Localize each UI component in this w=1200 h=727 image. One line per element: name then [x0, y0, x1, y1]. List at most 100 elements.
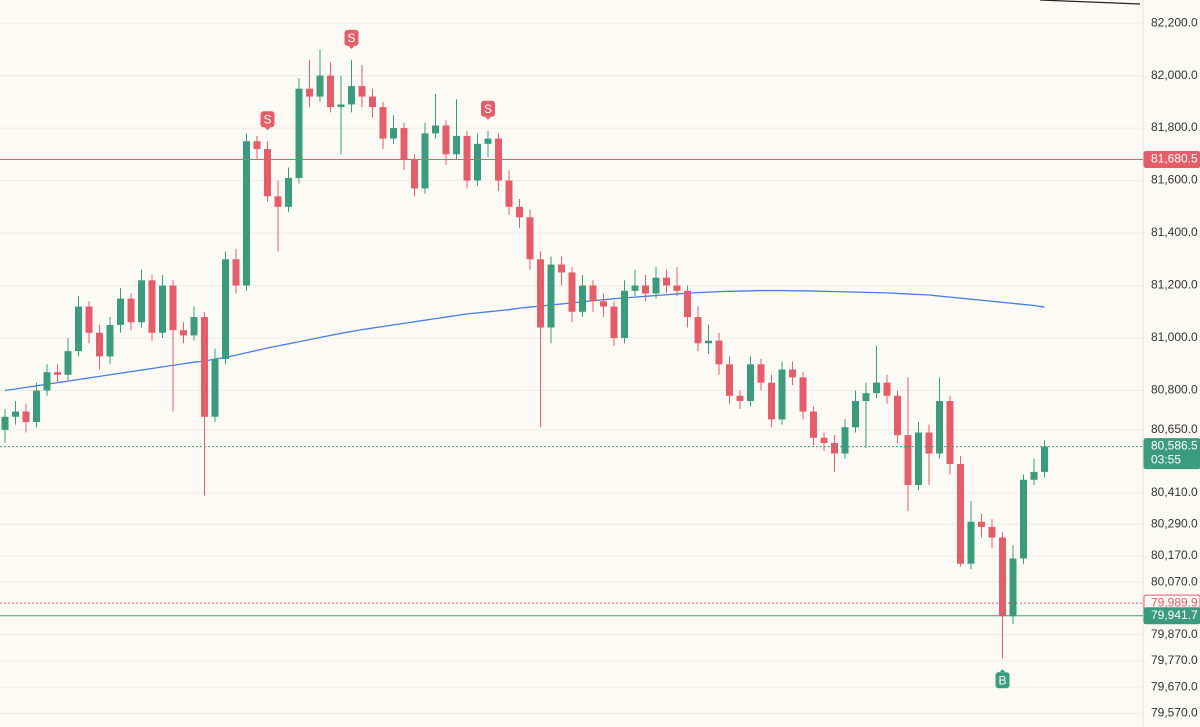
y-tick-label: 80,800.0: [1151, 383, 1198, 397]
y-tick-label: 82,200.0: [1151, 15, 1198, 29]
price-label-box: [1143, 150, 1200, 168]
candle-body: [264, 149, 271, 197]
candle-body: [925, 432, 933, 454]
candle-body: [558, 264, 565, 273]
candle-body: [463, 135, 471, 181]
candle-body: [862, 393, 870, 402]
y-tick-label: 80,290.0: [1151, 517, 1198, 531]
signal-pointer: [999, 669, 1006, 673]
candle-body: [904, 435, 912, 486]
candle-body: [988, 527, 996, 538]
y-tick-label: 80,070.0: [1151, 574, 1198, 588]
candle-body: [148, 280, 156, 333]
candle-body: [705, 340, 712, 344]
candle-body: [894, 395, 901, 436]
candle-body: [453, 135, 460, 155]
candle-body: [358, 86, 366, 97]
y-tick-label: 79,570.0: [1151, 706, 1198, 720]
y-tick-label: 79,670.0: [1151, 679, 1198, 693]
candle-body: [390, 128, 397, 139]
candle-body: [768, 382, 775, 420]
candle-body: [516, 206, 523, 218]
signal-badge: [995, 672, 1010, 689]
candle-body: [873, 382, 880, 394]
signal-label: S: [263, 112, 271, 126]
signal-pointer: [348, 45, 355, 49]
price-label-box: [1143, 607, 1200, 625]
candle-body: [810, 411, 817, 438]
y-tick-label: 79,770.0: [1151, 653, 1198, 667]
candle-body: [106, 324, 114, 357]
candle-body: [883, 382, 891, 396]
signal-badge: [260, 111, 275, 128]
drawing-line: [1039, 0, 1141, 5]
candle-body: [673, 285, 681, 291]
y-tick-label: 81,000.0: [1151, 330, 1198, 344]
candle-body: [1009, 558, 1017, 617]
candle-body: [736, 395, 744, 402]
candle-body: [957, 464, 964, 564]
price-label: 81,680.5: [1151, 152, 1198, 166]
y-tick-label: 79,870.0: [1151, 627, 1198, 641]
candle-body: [306, 88, 313, 97]
candle-body: [75, 306, 82, 352]
candle-body: [64, 351, 72, 375]
candle-body: [789, 369, 796, 378]
candle-body: [694, 317, 702, 344]
signal-label: S: [484, 102, 492, 116]
candle-body: [505, 180, 513, 207]
price-label-box: [1143, 438, 1200, 470]
candle-body: [1020, 479, 1027, 559]
candle-body: [54, 372, 61, 375]
candle-body: [1, 416, 9, 430]
candle-body: [295, 88, 303, 178]
candle-body: [127, 298, 135, 323]
candle-body: [547, 264, 555, 328]
candle-body: [159, 285, 166, 333]
price-countdown: 03:55: [1151, 453, 1181, 467]
price-label: 79,941.7: [1151, 608, 1198, 622]
candle-body: [96, 332, 103, 357]
candle-body: [579, 285, 586, 312]
candle-body: [400, 128, 408, 160]
candle-body: [967, 521, 975, 564]
y-tick-label: 80,410.0: [1151, 485, 1198, 499]
candle-body: [1030, 471, 1038, 480]
price-label: 79,989.9: [1151, 595, 1198, 609]
candle-body: [684, 290, 691, 318]
candle-body: [85, 306, 93, 333]
candle-body: [978, 521, 985, 528]
candle-body: [757, 364, 765, 383]
candle-body: [484, 138, 492, 144]
candle-body: [715, 340, 723, 365]
candle-body: [663, 277, 670, 286]
candle-body: [621, 290, 628, 339]
candle-body: [1041, 446, 1048, 472]
candle-body: [327, 75, 334, 108]
candle-body: [12, 411, 19, 417]
candle-body: [253, 141, 261, 150]
candle-body: [936, 401, 943, 454]
price-label: 80,586.5: [1151, 439, 1198, 453]
y-tick-label: 81,800.0: [1151, 120, 1198, 134]
candle-body: [232, 259, 240, 286]
candle-body: [379, 107, 387, 139]
signal-pointer: [264, 127, 271, 131]
candle-body: [852, 401, 859, 428]
candle-body: [117, 298, 124, 325]
candle-body: [285, 177, 292, 207]
candle-body: [726, 364, 733, 396]
candle-body: [169, 285, 177, 331]
signal-label: S: [347, 31, 355, 45]
y-tick-label: 81,600.0: [1151, 173, 1198, 187]
signal-badge: [481, 100, 495, 117]
candle-body: [222, 259, 229, 360]
y-tick-label: 81,400.0: [1151, 225, 1198, 239]
candle-body: [747, 364, 754, 402]
candle-body: [316, 75, 324, 97]
candle-body: [799, 377, 807, 412]
candle-body: [243, 141, 250, 286]
